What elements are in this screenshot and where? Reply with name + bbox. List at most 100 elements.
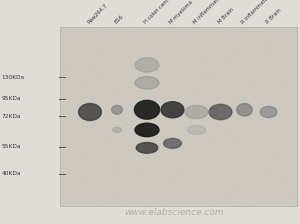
Point: [116, 172, 120, 176]
Point: [174, 175, 179, 178]
Point: [181, 108, 185, 112]
Point: [169, 149, 173, 153]
Point: [87, 35, 92, 38]
Point: [244, 37, 249, 40]
Point: [80, 158, 84, 161]
Point: [218, 138, 223, 141]
Point: [146, 197, 151, 200]
Point: [236, 36, 240, 40]
Point: [135, 179, 140, 182]
Point: [111, 126, 116, 129]
Point: [239, 101, 244, 104]
Point: [58, 189, 63, 193]
Point: [246, 192, 250, 196]
Point: [244, 81, 249, 85]
Point: [244, 204, 249, 207]
Point: [292, 147, 296, 150]
Point: [169, 184, 174, 187]
Point: [61, 145, 66, 149]
Point: [235, 57, 240, 61]
Point: [290, 52, 295, 56]
Point: [247, 120, 252, 123]
Point: [66, 139, 71, 142]
Point: [260, 137, 265, 140]
Point: [135, 90, 140, 93]
Point: [224, 140, 229, 144]
Point: [141, 77, 146, 81]
Point: [87, 73, 92, 76]
Point: [292, 56, 297, 59]
Point: [59, 168, 64, 172]
Point: [58, 186, 63, 190]
Point: [103, 95, 108, 99]
Point: [269, 183, 274, 186]
Point: [154, 126, 159, 130]
Point: [239, 139, 244, 143]
Point: [249, 102, 254, 106]
Point: [261, 94, 266, 98]
Point: [78, 177, 83, 181]
Point: [150, 164, 155, 168]
Point: [96, 106, 101, 109]
Point: [61, 172, 66, 176]
Point: [237, 187, 242, 191]
Point: [101, 91, 106, 94]
Point: [219, 89, 224, 92]
Point: [254, 52, 259, 56]
Point: [186, 116, 191, 119]
Point: [60, 144, 65, 147]
Point: [70, 192, 75, 196]
Point: [135, 198, 140, 201]
Point: [243, 66, 248, 70]
Point: [131, 188, 136, 192]
Point: [206, 157, 211, 160]
Point: [206, 82, 211, 86]
Point: [260, 171, 265, 174]
Point: [185, 172, 190, 176]
Point: [258, 128, 263, 131]
Point: [84, 60, 89, 64]
Point: [155, 60, 160, 63]
Point: [249, 165, 254, 168]
Point: [276, 173, 281, 177]
Point: [87, 63, 92, 67]
Point: [104, 179, 109, 183]
Point: [160, 187, 164, 190]
Point: [102, 142, 107, 145]
Point: [242, 71, 246, 75]
Point: [282, 86, 286, 90]
Point: [163, 56, 168, 60]
Point: [196, 29, 200, 33]
Point: [262, 46, 266, 50]
Point: [64, 110, 69, 113]
Point: [77, 157, 82, 160]
Point: [82, 84, 87, 88]
Point: [195, 69, 200, 73]
Point: [287, 84, 292, 87]
Point: [236, 184, 241, 188]
Point: [292, 34, 297, 38]
Point: [77, 105, 82, 108]
Point: [210, 85, 215, 88]
Point: [229, 162, 234, 165]
Point: [233, 183, 238, 187]
Point: [233, 36, 238, 39]
Point: [286, 87, 291, 90]
Point: [115, 155, 120, 159]
Point: [179, 103, 184, 107]
Point: [234, 135, 239, 138]
Point: [215, 172, 220, 176]
Point: [85, 107, 89, 110]
Point: [160, 44, 164, 48]
Point: [250, 147, 255, 151]
Point: [270, 151, 275, 154]
Point: [268, 181, 273, 185]
Point: [233, 65, 238, 69]
Point: [157, 88, 162, 92]
Point: [281, 168, 286, 171]
Point: [128, 65, 133, 69]
Point: [136, 163, 141, 167]
Point: [164, 137, 168, 140]
Point: [144, 120, 149, 124]
Point: [62, 131, 67, 134]
